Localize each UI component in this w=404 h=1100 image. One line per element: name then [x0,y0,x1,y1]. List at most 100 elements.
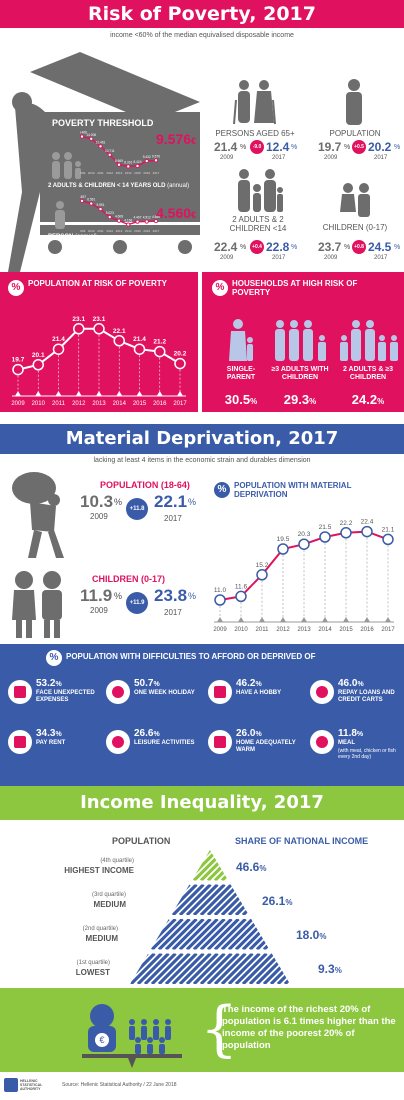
threshold-year: 2009 [80,229,86,233]
threshold-label: 9.576 [152,154,160,158]
pyramid-stripe [171,919,205,950]
up-arrow-icon: +11.8 [126,498,148,520]
stat-row-65plus: 21.4% 2009 -9.0 12.4% 2017 [214,140,298,161]
pyramid-stripe [192,884,226,915]
axis-marker [259,617,265,622]
change-badge-65plus: -9.0 [250,140,264,154]
pyramid-stripe [213,953,247,984]
percent-icon: % [214,482,230,498]
deprivation-text: HAVE A HOBBY [236,690,282,696]
data-point [113,335,125,347]
brace-icon: { [200,994,239,1064]
radiator-icon [208,730,232,754]
pyramid-stripe [213,850,229,881]
deprivation-value: 50.7% [134,678,160,689]
pyramid-stripe [262,919,270,950]
data-label: 22.4 [361,519,374,526]
threshold-label: 9.432 [143,155,151,159]
x-tick-label: 2016 [360,627,374,633]
data-point [214,594,226,606]
x-tick-label: 2009 [213,627,227,633]
pyramid-stripe [130,953,156,984]
data-label: 21.2 [153,339,166,346]
threshold-point [154,219,159,224]
threshold-point [117,218,122,223]
pyramid-stripe [130,885,148,916]
deprivation-item: 50.7% ONE WEEK HOLIDAY [102,676,200,722]
axis-marker [96,391,102,396]
pyramid-stripe [145,850,176,881]
family-icon [52,152,81,179]
deprivation-value: 46.2% [236,678,262,689]
pyramid-stripe [271,850,290,881]
pyramid-stripe [278,850,290,881]
household-label-single-parent: SINGLE-PARENT [226,366,256,381]
threshold-year: 2014 [125,171,132,175]
threshold-year: 2013 [116,229,123,233]
deprivation-item: 34.3% PAY RENT [4,726,102,772]
data-point [154,345,166,358]
pyramid-stripe [131,850,162,881]
x-tick-label: 2009 [11,401,25,407]
data-label: 19.7 [12,357,25,364]
threshold-label: 12.461 [96,140,106,144]
pyramid-stripe [138,885,169,916]
pyramid-stripe [220,919,254,950]
threshold-label: 6.897 [80,195,86,199]
threshold-label: 4.608 [115,215,123,219]
threshold-point [154,158,159,163]
pyramid-stripe [152,850,183,881]
family-icon-large [238,169,283,212]
deprivation-item: 26.0% HOME ADEQUATELY WARM [204,726,302,772]
deprivation-subtext: (with meat, chicken or fish every 2nd da… [338,748,396,760]
data-label: 21.4 [52,336,65,343]
data-point [382,533,394,546]
axis-marker [280,617,286,622]
section-banner-deprivation: Material Deprivation, 2017 [0,424,404,454]
threshold-year: 2009 [80,171,86,175]
data-label: 19.5 [277,536,290,543]
person-threshold-value: 4.560€ [156,205,197,221]
percent-icon: % [212,280,228,296]
pyramid-stripe [130,953,163,984]
quartile-label: (4th quartile) [100,858,134,864]
x-tick-label: 2012 [276,627,290,633]
poverty-subtitle: income <60% of the median equivalised di… [110,32,294,39]
pyramid-stripe [178,884,212,915]
threshold-label: 8.669 [115,159,123,163]
data-point [298,538,310,550]
households-title: HOUSEHOLDS AT HIGH RISK OF POVERTY [232,279,358,297]
pyramid-stripe [130,885,155,916]
threshold-year: 2010 [88,171,95,175]
deprivation-value: 53.2% [36,678,62,689]
person-threshold-label: PERSON (annual) [48,234,98,240]
pyramid-stripe [276,953,290,984]
pyramid-stripe [178,919,212,950]
pyramid-stripe [178,953,212,984]
data-label: 11.6 [235,583,248,590]
deprivation-value: 11.8% [338,728,364,739]
data-point [235,590,247,603]
axis-marker [177,391,183,396]
pyramid-stripe [278,919,290,950]
percent-icon: % [46,650,62,666]
warning-icon [8,680,32,704]
deprivation-value: 46.0% [338,678,364,689]
threshold-year: 2015 [134,229,141,233]
pyramid-stripe [199,953,233,984]
pyramid-stripe [192,919,226,950]
pyramid-stripe [159,850,190,881]
pyramid-stripe [143,953,177,984]
data-point [319,531,331,543]
deprivation-text: FACE UNEXPECTED EXPENSES [36,690,95,703]
pyramid-stripe [138,850,169,881]
share-header: SHARE OF NATIONAL INCOME [235,836,369,846]
pyramid-stripe [171,884,205,915]
axis-marker [217,617,223,622]
threshold-label: 14.466 [80,131,87,135]
pyramid-stripe [271,919,290,950]
threshold-year: 2016 [143,171,150,175]
threshold-label: 8.424 [134,160,142,164]
income-group-label: HIGHEST INCOME [64,866,134,875]
single-parent-icon [229,319,253,361]
